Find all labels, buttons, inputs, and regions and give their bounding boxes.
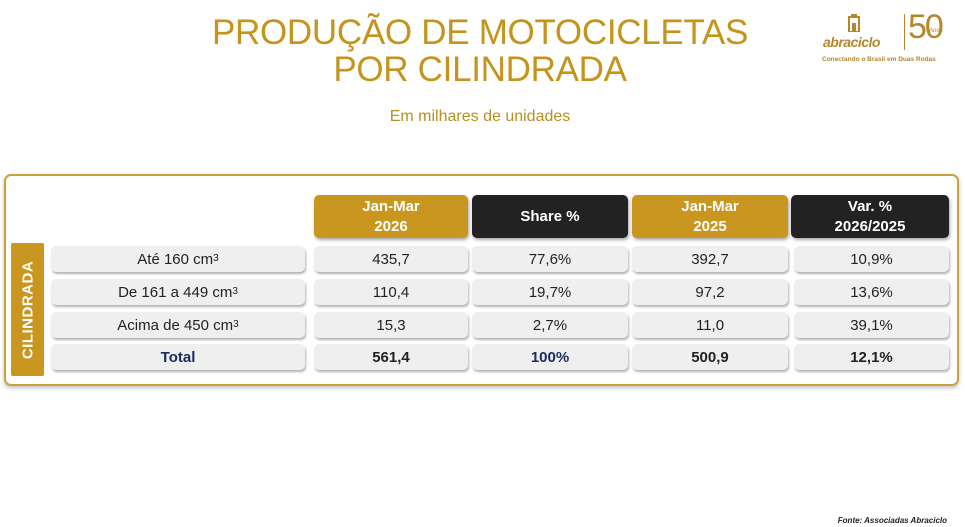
row-label-text: Até 160 cm — [137, 250, 214, 268]
header-line: Var. % — [847, 197, 893, 215]
table-cell: 19,7% — [472, 279, 628, 305]
page-subtitle: Em milhares de unidades — [389, 108, 571, 125]
header-share: Share % — [472, 195, 628, 238]
table-cell: 392,7 — [632, 246, 788, 272]
logo-anos: Anos — [929, 28, 943, 34]
side-label-text: CILINDRADA — [19, 260, 36, 359]
table-cell: 15,3 — [314, 312, 468, 338]
header-var: Var. % 2026/2025 — [791, 195, 949, 238]
table-cell: 110,4 — [314, 279, 468, 305]
title-line-1: PRODUÇÃO DE MOTOCICLETAS — [211, 13, 749, 52]
total-cell: 561,4 — [314, 344, 468, 370]
logo-tagline: Conectando o Brasil em Duas Rodas — [822, 56, 936, 63]
table-cell: 97,2 — [632, 279, 788, 305]
header-line: 2026 — [374, 217, 408, 235]
row-label-text: De 161 a 449 cm — [118, 283, 233, 301]
header-jan-mar-2025: Jan-Mar 2025 — [632, 195, 788, 238]
table-cell: 77,6% — [472, 246, 628, 272]
row-label: Até 160 cm 3 — [51, 246, 305, 272]
header-jan-mar-2026: Jan-Mar 2026 — [314, 195, 468, 238]
building-icon — [848, 14, 860, 32]
header-line: Share % — [520, 207, 580, 225]
total-label: Total — [51, 344, 305, 370]
header-line: 2025 — [693, 217, 727, 235]
table-cell: 435,7 — [314, 246, 468, 272]
header-line: Jan-Mar — [681, 197, 739, 215]
table-cell: 10,9% — [794, 246, 949, 272]
table-cell: 2,7% — [472, 312, 628, 338]
logo-number: 50 — [908, 8, 944, 46]
total-cell: 500,9 — [632, 344, 788, 370]
header-line: 2026/2025 — [834, 217, 906, 235]
header-line: Jan-Mar — [362, 197, 420, 215]
row-label: De 161 a 449 cm 3 — [51, 279, 305, 305]
row-label: Acima de 450 cm 3 — [51, 312, 305, 338]
title-line-2: POR CILINDRADA — [333, 50, 627, 89]
page-title: PRODUÇÃO DE MOTOCICLETAS POR CILINDRADA — [150, 14, 810, 88]
source-note: Fonte: Associadas Abraciclo — [837, 516, 947, 525]
side-label: CILINDRADA — [11, 243, 44, 376]
logo-name: abraciclo — [823, 34, 880, 50]
table-cell: 13,6% — [794, 279, 949, 305]
abraciclo-logo: abraciclo 50 Anos Conectando o Brasil em… — [818, 8, 958, 70]
table-cell: 39,1% — [794, 312, 949, 338]
total-cell: 12,1% — [794, 344, 949, 370]
row-label-text: Acima de 450 cm — [117, 316, 234, 334]
logo-divider — [904, 14, 905, 50]
table-cell: 11,0 — [632, 312, 788, 338]
total-cell: 100% — [472, 344, 628, 370]
